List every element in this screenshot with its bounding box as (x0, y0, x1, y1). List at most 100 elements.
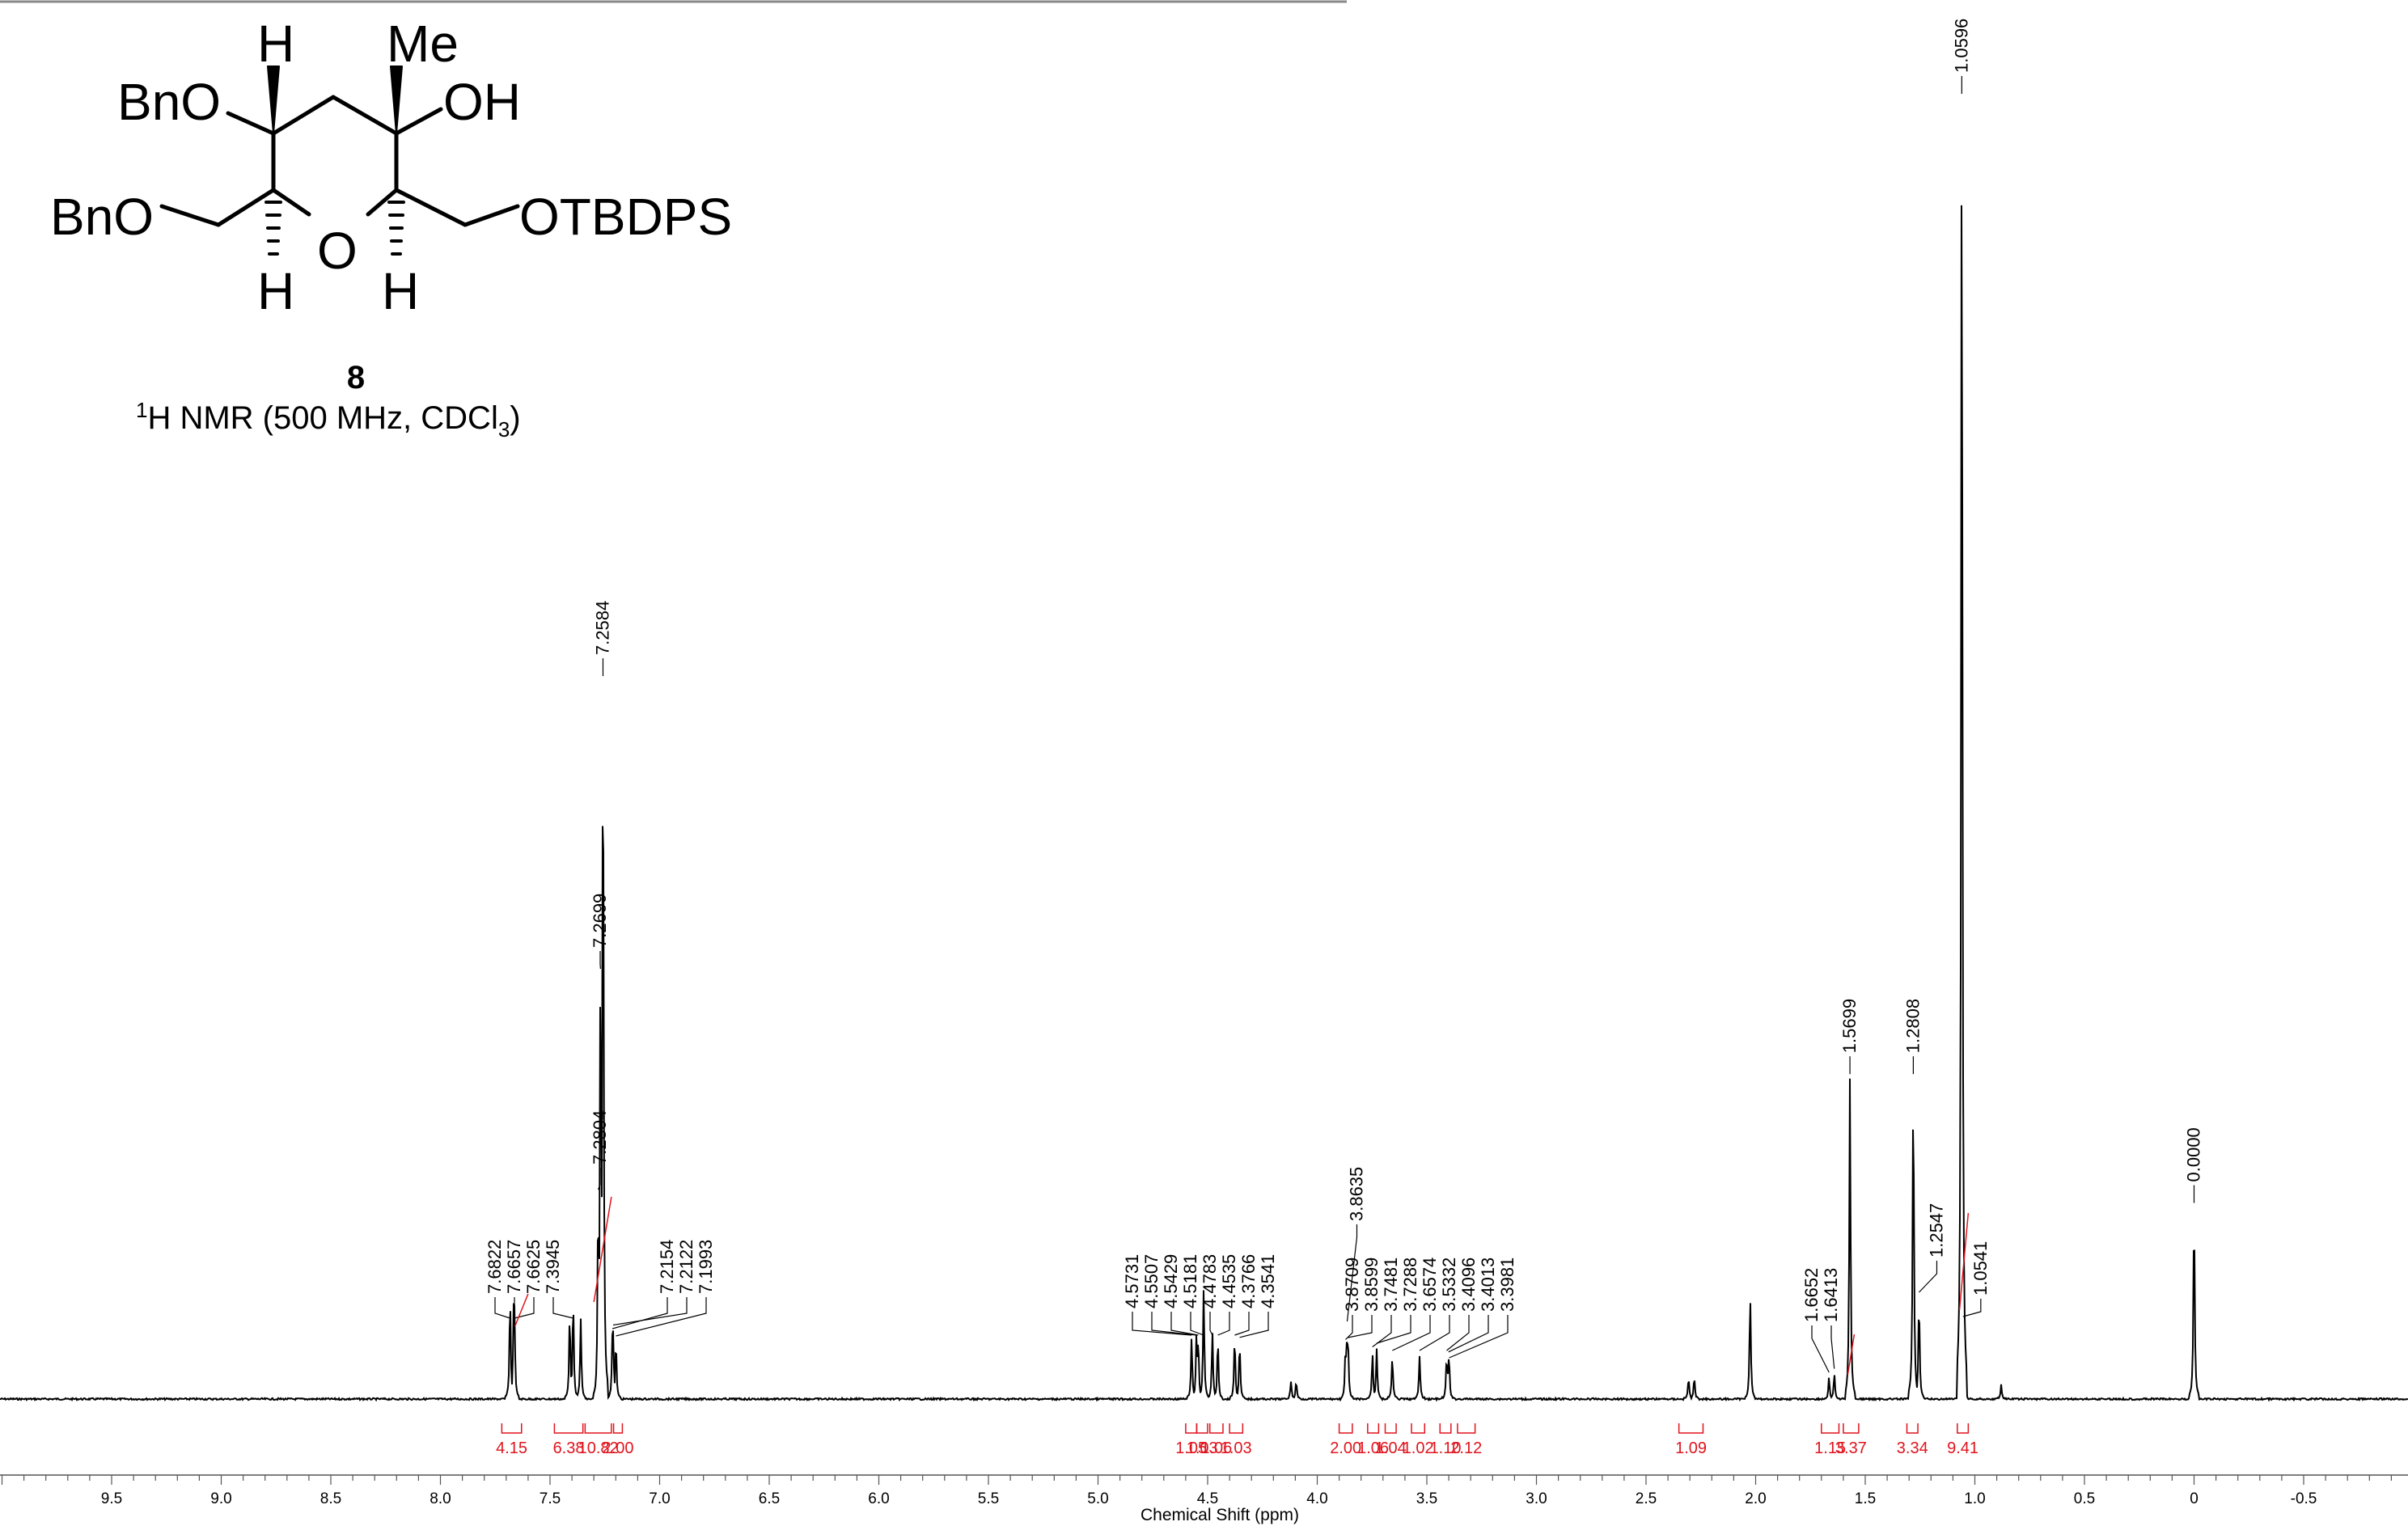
integral-bracket (1843, 1423, 1860, 1434)
integral-value: 1.06 (1200, 1439, 1232, 1457)
integral-value: 1.09 (1675, 1439, 1707, 1457)
integral-value: 6.38 (553, 1439, 585, 1457)
integral-value: 9.41 (1947, 1439, 1978, 1457)
atom-ring-o: O (317, 222, 358, 280)
integral-bracket (1411, 1423, 1426, 1434)
peak-label: 7.6625 (523, 1240, 544, 1294)
peak-leader-line (612, 1297, 688, 1326)
peak-leader-line (597, 1168, 601, 1190)
integral-value: 10.82 (578, 1439, 619, 1457)
integral-bracket (612, 1423, 624, 1434)
compound-number: 8 (347, 360, 365, 395)
peak-label-leaders (494, 76, 2195, 1373)
integral-bracket (1338, 1423, 1353, 1434)
peak-label: 7.6657 (504, 1240, 524, 1294)
peak-label: 3.8709 (1342, 1258, 1362, 1312)
integral-bracket (1678, 1423, 1704, 1434)
peak-leader-line (1151, 1312, 1197, 1336)
peak-label: 7.2699 (590, 894, 610, 948)
peak-leader-line (1170, 1312, 1199, 1336)
integral-value: 2.00 (1330, 1439, 1361, 1457)
integral-value: 2.12 (1450, 1439, 1482, 1457)
integral-bracket (1367, 1423, 1380, 1434)
spectrum-trace (0, 205, 2408, 1402)
atom-bno-top: BnO (117, 73, 221, 131)
x-tick-label: 1.0 (1964, 1490, 1985, 1507)
integral-value: 1.03 (1221, 1439, 1252, 1457)
atom-oh: OH (443, 73, 521, 131)
x-tick-label: 4.0 (1306, 1490, 1327, 1507)
integral-value: 3.34 (1897, 1439, 1928, 1457)
x-tick-label: 8.5 (320, 1490, 341, 1507)
integral-bracket (1439, 1423, 1452, 1434)
peak-leader-line (1345, 1315, 1353, 1340)
peak-leader-line (514, 1297, 535, 1319)
caption-subscript: 3 (498, 417, 510, 442)
peak-leader-line (616, 1297, 707, 1337)
integral-bracket (1821, 1423, 1840, 1434)
integral-bracket (1457, 1423, 1476, 1434)
peak-leader-line (1217, 1312, 1230, 1336)
integral-bracket (1208, 1423, 1224, 1434)
x-axis: 9.5 9.0 8.5 8.0 7.5 7.0 6.5 6.0 5.5 5.0 4.5 4.0 3.5 3… (0, 1474, 2408, 1507)
peak-label: 4.5731 (1122, 1254, 1142, 1308)
x-tick-label: 9.0 (210, 1490, 231, 1507)
integral-value: 1.10 (1430, 1439, 1462, 1457)
x-tick-label: 5.5 (978, 1490, 999, 1507)
x-tick-label: 5.0 (1087, 1490, 1108, 1507)
x-tick-label: 6.0 (868, 1490, 889, 1507)
x-tick-label: 7.5 (540, 1490, 561, 1507)
peak-leader-line (1132, 1312, 1192, 1336)
peak-leader-line (1449, 1315, 1509, 1359)
peak-leader-line (1346, 1224, 1358, 1322)
peak-label: 3.3981 (1497, 1258, 1517, 1312)
integral-bracket (501, 1423, 523, 1434)
peak-label: 1.6413 (1821, 1268, 1841, 1322)
caption-end: ) (510, 400, 520, 436)
peak-label: 1.2547 (1926, 1203, 1946, 1258)
figure-caption: 1H NMR (500 MHz, CDCl3) (136, 398, 521, 442)
x-tick-label: 0.5 (2074, 1490, 2095, 1507)
peak-label: 1.6652 (1801, 1268, 1822, 1322)
peak-label: 3.4013 (1478, 1258, 1498, 1312)
peak-label: 4.3766 (1238, 1254, 1259, 1308)
integral-trace (514, 1293, 529, 1327)
integral-bracket (1384, 1423, 1397, 1434)
integral-bracket (1906, 1423, 1919, 1434)
peak-label: 3.8635 (1346, 1167, 1366, 1221)
peak-label: 7.3945 (543, 1240, 563, 1294)
peak-label: 7.2804 (590, 1110, 610, 1165)
integral-bracket (1185, 1423, 1198, 1434)
peak-label: 1.5699 (1839, 999, 1860, 1053)
peak-leader-line (1234, 1312, 1250, 1336)
x-tick-label: 7.0 (649, 1490, 670, 1507)
integral-value: 1.03 (1187, 1439, 1218, 1457)
structure-atoms: BnO H Me OH BnO O H H OTBDPS (50, 15, 732, 320)
x-tick-label: 8.0 (430, 1490, 451, 1507)
peak-leader-line (1446, 1315, 1470, 1351)
peak-leader-line (1830, 1325, 1835, 1369)
x-tick-label: 3.0 (1526, 1490, 1547, 1507)
atom-h-right: H (382, 262, 419, 320)
peak-leader-line (1209, 1312, 1213, 1336)
x-tick-label: -0.5 (2291, 1490, 2317, 1507)
peak-label: 7.2154 (657, 1240, 677, 1294)
nmr-chart: 7.6822 7.6657 7.6625 7.3945 7.2804 7.2699 7.25… (0, 19, 2408, 1524)
peak-label: 7.6822 (485, 1240, 505, 1294)
integral-value: 1.04 (1375, 1439, 1407, 1457)
peak-leader-line (1419, 1315, 1450, 1351)
peak-label: 7.1993 (696, 1240, 716, 1294)
peak-leader-line (1392, 1315, 1431, 1351)
peak-label: 3.4096 (1458, 1258, 1479, 1312)
integral-bracket (1196, 1423, 1208, 1434)
x-tick-label: 2.0 (1745, 1490, 1766, 1507)
peak-label: 3.7288 (1400, 1258, 1420, 1312)
peak-label: 1.0596 (1951, 19, 1971, 73)
peak-labels: 7.6822 7.6657 7.6625 7.3945 7.2804 7.2699 7.25… (485, 19, 2204, 1322)
peak-label: 3.5332 (1439, 1258, 1459, 1312)
x-tick-label: 1.5 (1855, 1490, 1876, 1507)
x-tick-label: 6.5 (759, 1490, 780, 1507)
peak-label: 4.4783 (1200, 1254, 1220, 1308)
